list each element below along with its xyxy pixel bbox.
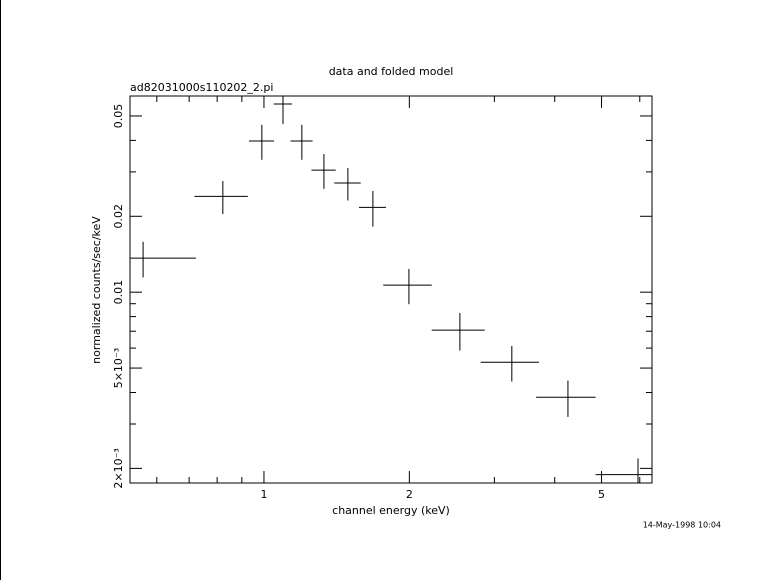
y-tick-label: 2×10⁻³ xyxy=(112,448,125,488)
y-tick-label: 0.02 xyxy=(112,204,125,229)
x-tick-label: 5 xyxy=(598,488,605,501)
axes: 1 2 5 2×10⁻³ 5×10⁻³ 0.01 0.02 0.05 xyxy=(112,96,652,501)
y-tick-label: 0.01 xyxy=(112,280,125,305)
plot-frame xyxy=(129,95,653,484)
chart-title: data and folded model xyxy=(329,65,454,78)
y-axis-label: normalized counts/sec/keV xyxy=(90,216,103,364)
x-axis-label: channel energy (keV) xyxy=(332,504,450,517)
x-tick-label: 2 xyxy=(406,488,413,501)
x-tick-label: 1 xyxy=(260,488,267,501)
chart-subtitle: ad82031000s110202_2.pi xyxy=(130,81,273,94)
y-tick-label: 0.05 xyxy=(112,104,125,129)
y-tick-label: 5×10⁻³ xyxy=(112,348,125,388)
timestamp: 14-May-1998 10:04 xyxy=(643,521,721,530)
data-points xyxy=(130,96,652,483)
